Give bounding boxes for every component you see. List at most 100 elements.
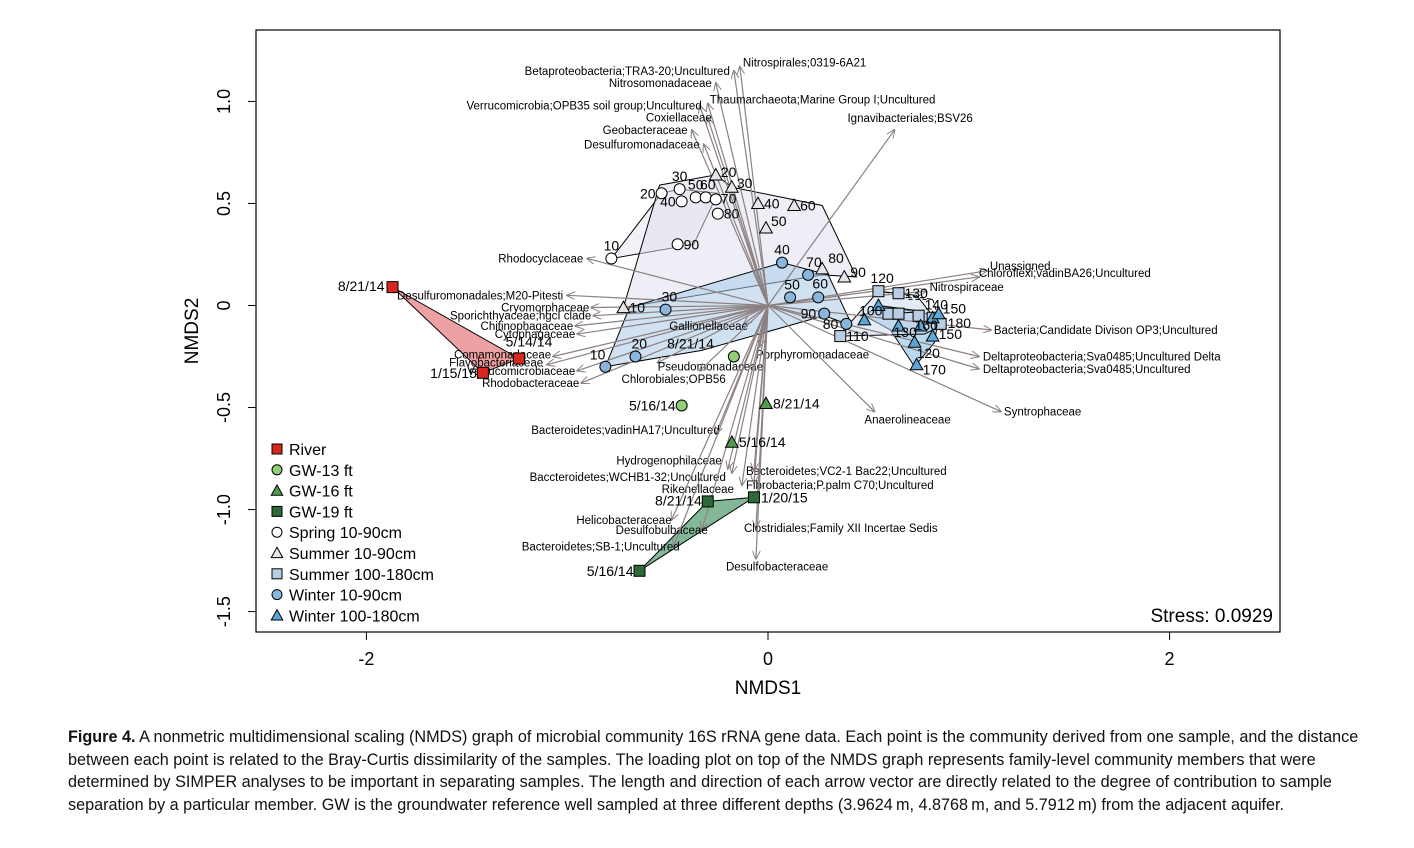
loading-arrow bbox=[756, 305, 769, 558]
loading-label: Nitrosomonadaceae bbox=[609, 78, 712, 90]
point-label: 90 bbox=[801, 306, 817, 322]
legend-symbol bbox=[271, 505, 283, 517]
loading-arrow bbox=[702, 305, 769, 529]
legend-symbol bbox=[271, 589, 283, 601]
loading-arrow bbox=[672, 305, 769, 519]
point-label: 10 bbox=[604, 238, 620, 254]
loading-arrow bbox=[708, 118, 769, 306]
legend-symbol bbox=[271, 464, 283, 476]
legend: River GW-13 ft GW-16 ft GW-19 ft Spring 10-9… bbox=[270, 442, 434, 625]
loading-label: Chitinophagaceae bbox=[481, 321, 574, 333]
loading-label: Fibrobacteria;P.palm C70;Uncultured bbox=[746, 480, 934, 492]
point-label: 30 bbox=[737, 175, 753, 191]
loading-label: Desulfuromonadales;M20-Pitesti bbox=[397, 290, 563, 302]
point-label: 60 bbox=[812, 275, 828, 291]
loading-arrow bbox=[742, 305, 769, 485]
loading-label: Comamonadaceae bbox=[454, 350, 551, 362]
loading-arrow bbox=[732, 305, 769, 472]
point-label: 90 bbox=[684, 236, 700, 252]
loading-label: Verrucomicrobiaceae bbox=[467, 366, 575, 378]
loading-label: Ignavibacteriales;BSV26 bbox=[847, 113, 972, 125]
stress-label: Stress: 0.0929 bbox=[1150, 606, 1273, 627]
y-axis-label: NMDS2 bbox=[182, 298, 203, 365]
point-winter_deep bbox=[871, 298, 886, 312]
loading-label: Hydrogenophilaceae bbox=[616, 456, 722, 468]
loading-label: Deltaproteobacteria;Sva0485;Uncultured D… bbox=[983, 352, 1221, 364]
point-winter bbox=[776, 256, 789, 269]
loading-label: Nitrospiraceae bbox=[930, 282, 1004, 294]
loading-label: Desulfobacteraceae bbox=[726, 562, 828, 574]
loading-label: Nitrospirales;0319-6A21 bbox=[743, 58, 866, 70]
point-label: 5/14/14 bbox=[506, 334, 553, 350]
legend-symbol bbox=[271, 526, 283, 538]
loading-arrow bbox=[767, 304, 979, 368]
point-winter bbox=[840, 317, 853, 330]
loading-label: Rikenellaceae bbox=[662, 484, 734, 496]
point-gw13 bbox=[675, 399, 688, 412]
point-winter bbox=[659, 303, 672, 316]
point-label: 8/21/14 bbox=[773, 395, 820, 411]
point-summer bbox=[724, 179, 740, 193]
loading-arrow bbox=[581, 304, 769, 383]
loading-label: Cytophagaceae bbox=[495, 329, 576, 341]
point-river bbox=[476, 366, 489, 379]
point-winter bbox=[784, 291, 797, 304]
y-tick-label: -1.5 bbox=[214, 596, 234, 627]
loading-label: Bacteroidetes;vadinHA17;Uncultured bbox=[531, 425, 720, 437]
point-label: 40 bbox=[660, 193, 676, 209]
x-tick-label: -2 bbox=[358, 649, 374, 669]
loading-arrow bbox=[567, 295, 769, 307]
point-winter_deep bbox=[913, 318, 928, 332]
point-label: 20 bbox=[640, 185, 656, 201]
point-spring bbox=[675, 195, 688, 208]
loading-arrow bbox=[700, 106, 769, 306]
figure-caption: Figure 4. A nonmetric multidimensional s… bbox=[68, 726, 1398, 816]
point-summer bbox=[758, 220, 774, 234]
loading-label: Helicobacteraceae bbox=[576, 515, 671, 527]
point-winter_deep bbox=[925, 328, 940, 342]
point-label: 20 bbox=[721, 164, 737, 180]
point-label: 80 bbox=[724, 206, 740, 222]
point-spring bbox=[709, 193, 722, 206]
axes: -2 0 2 -1.5 -1.0 -0.5 0 0.5 1.0 bbox=[214, 89, 1175, 669]
legend-label: Winter 100-180cm bbox=[289, 608, 420, 625]
loading-label: Chlorobiales;OPB56 bbox=[622, 374, 726, 386]
loading-label: Geobacteraceae bbox=[603, 125, 688, 137]
point-label: 70 bbox=[806, 254, 822, 270]
loading-arrow bbox=[577, 304, 769, 334]
sample-points bbox=[386, 167, 947, 577]
point-label: 30 bbox=[672, 168, 688, 184]
point-label: 90 bbox=[850, 264, 866, 280]
point-summer_deep bbox=[872, 285, 885, 298]
loading-label: Desulfuromonadaceae bbox=[584, 139, 700, 151]
point-gw19 bbox=[701, 495, 714, 508]
loading-label: Bacteria;Candidate Divison OP3;Unculture… bbox=[994, 325, 1218, 337]
point-label: 5/16/14 bbox=[587, 563, 634, 579]
x-axis-label: NMDS1 bbox=[735, 678, 802, 699]
loading-arrow bbox=[734, 71, 769, 306]
point-label: 20 bbox=[631, 336, 647, 352]
point-label: 120 bbox=[870, 270, 894, 286]
x-tick-label: 0 bbox=[763, 649, 773, 669]
point-label: 80 bbox=[823, 316, 839, 332]
loading-arrow bbox=[674, 305, 769, 546]
point-label: 8/21/14 bbox=[667, 336, 714, 352]
loading-label: Syntrophaceae bbox=[1004, 407, 1081, 419]
hull-gw19 bbox=[639, 496, 755, 572]
point-spring bbox=[605, 252, 618, 265]
loading-label: Clostridiales;Family XII Incertae Sedis bbox=[744, 523, 938, 535]
point-spring bbox=[699, 191, 712, 204]
point-summer bbox=[708, 167, 723, 181]
loading-label: Unassigned bbox=[990, 261, 1051, 273]
loading-label: Anaerolineaceae bbox=[864, 415, 950, 427]
point-label: 70 bbox=[721, 190, 737, 206]
point-summer bbox=[815, 261, 830, 275]
point-label: 50 bbox=[784, 276, 800, 292]
point-label: 50 bbox=[688, 176, 704, 192]
point-spring bbox=[711, 207, 724, 220]
loading-label: Bacteroidetes;SB-1;Uncultured bbox=[522, 541, 680, 553]
loading-label: Gallionellaceae bbox=[669, 321, 748, 333]
point-winter_deep bbox=[891, 318, 906, 332]
point-summer_deep bbox=[912, 309, 925, 322]
legend-symbol bbox=[271, 568, 283, 580]
